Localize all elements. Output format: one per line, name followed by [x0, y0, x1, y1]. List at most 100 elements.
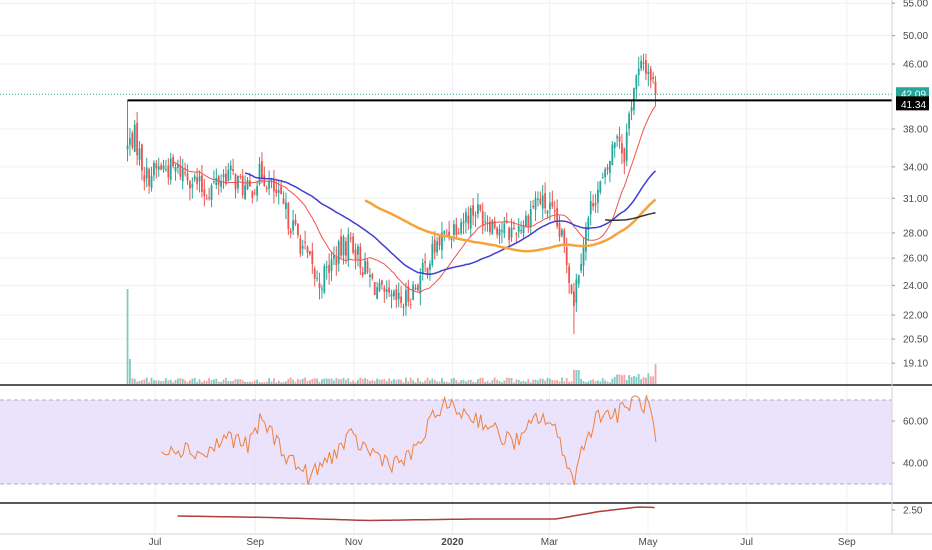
candle-body: [481, 211, 484, 227]
time-tick-label: Nov: [345, 537, 363, 548]
volume-bar: [155, 380, 158, 384]
volume-bar: [443, 381, 446, 384]
volume-bar: [330, 378, 333, 384]
volume-bar: [541, 378, 544, 384]
volume-bar: [189, 380, 191, 384]
volume-bar: [412, 380, 415, 384]
time-axis[interactable]: Jul Sep Nov 2020 Mar May Jul Sep: [149, 537, 857, 548]
price-candles[interactable]: [126, 53, 657, 335]
candle-body: [633, 88, 635, 110]
volume-bar: [251, 381, 254, 384]
volume-bar: [160, 380, 163, 384]
volume-bar: [273, 378, 275, 384]
volume-bar: [402, 382, 405, 384]
volume-bar: [441, 378, 443, 384]
candle-body: [222, 174, 225, 177]
volume-bar: [472, 381, 475, 384]
volume-bar: [364, 378, 367, 384]
volume-bar: [229, 381, 232, 384]
volume-bar: [361, 378, 364, 384]
candle-body: [407, 286, 410, 302]
candle-body: [306, 247, 309, 253]
volume-bar: [138, 381, 141, 384]
volume-bar: [191, 378, 194, 384]
volume-bar: [649, 376, 652, 384]
price-tick-label: 31.00: [903, 194, 928, 205]
candle-body: [611, 144, 614, 166]
candle-body: [493, 221, 496, 228]
volume-bar: [287, 378, 290, 384]
volume-bar: [227, 381, 230, 384]
candle-body: [268, 180, 271, 189]
volume-bar: [599, 381, 602, 384]
candle-body: [417, 285, 419, 291]
candle-body: [544, 193, 547, 209]
candle-body: [239, 176, 242, 178]
volume-bar: [395, 380, 398, 384]
volume-bar: [407, 381, 410, 384]
volume-bar: [136, 381, 139, 384]
candle-body: [645, 60, 647, 74]
volume-bar: [388, 378, 391, 384]
volume-bar: [347, 378, 350, 384]
candle-body: [630, 107, 633, 112]
candle-body: [359, 246, 362, 268]
volume-bar: [577, 370, 580, 384]
volume-bar: [436, 381, 439, 384]
candle-body: [136, 122, 139, 156]
candle-body: [333, 255, 335, 259]
volume-bar: [445, 381, 448, 384]
volume-bar: [145, 377, 148, 384]
volume-bar: [309, 380, 311, 384]
candle-body: [330, 259, 333, 272]
ma-100-line: [364, 198, 657, 253]
candle-body: [640, 60, 643, 69]
volume-bar: [544, 380, 547, 384]
volume-bar: [637, 373, 640, 384]
candle-body: [148, 169, 151, 186]
candle-body: [474, 215, 477, 217]
candle-body: [215, 178, 218, 186]
volume-bars: [126, 289, 657, 384]
volume-bar: [489, 382, 491, 384]
volume-bar: [268, 378, 271, 384]
candle-body: [241, 175, 244, 195]
volume-bar: [196, 382, 199, 384]
candle-body: [419, 275, 422, 294]
candle-body: [172, 156, 175, 167]
volume-bar: [325, 378, 328, 384]
candle-body: [532, 205, 535, 208]
volume-bar: [301, 378, 304, 384]
candle-body: [184, 172, 187, 174]
candle-body: [297, 224, 299, 235]
candle-body: [498, 229, 501, 236]
candle-body: [409, 304, 412, 306]
candle-body: [316, 277, 319, 279]
volume-bar: [433, 379, 436, 384]
candle-body: [383, 287, 386, 292]
volume-bar: [450, 378, 453, 384]
volume-bar: [505, 377, 508, 384]
price-tick-label: 55.00: [903, 0, 928, 10]
pane-separators[interactable]: [0, 0, 932, 535]
candle-body: [484, 221, 487, 223]
candle-body: [580, 264, 583, 271]
candle-body: [429, 263, 431, 270]
volume-bar: [143, 379, 146, 384]
volume-bar: [592, 379, 595, 384]
volume-bar: [215, 378, 218, 384]
rsi-line: [161, 393, 657, 486]
candle-body: [282, 198, 285, 204]
volume-bar: [654, 364, 657, 384]
volume-bar: [465, 381, 467, 384]
candle-body: [345, 241, 347, 256]
candle-body: [189, 181, 191, 189]
candle-body: [193, 176, 196, 180]
volume-bar: [448, 382, 451, 384]
candle-body: [412, 284, 415, 300]
volume-bar: [397, 379, 400, 384]
volume-bar: [131, 378, 134, 384]
volume-bar: [294, 381, 297, 384]
